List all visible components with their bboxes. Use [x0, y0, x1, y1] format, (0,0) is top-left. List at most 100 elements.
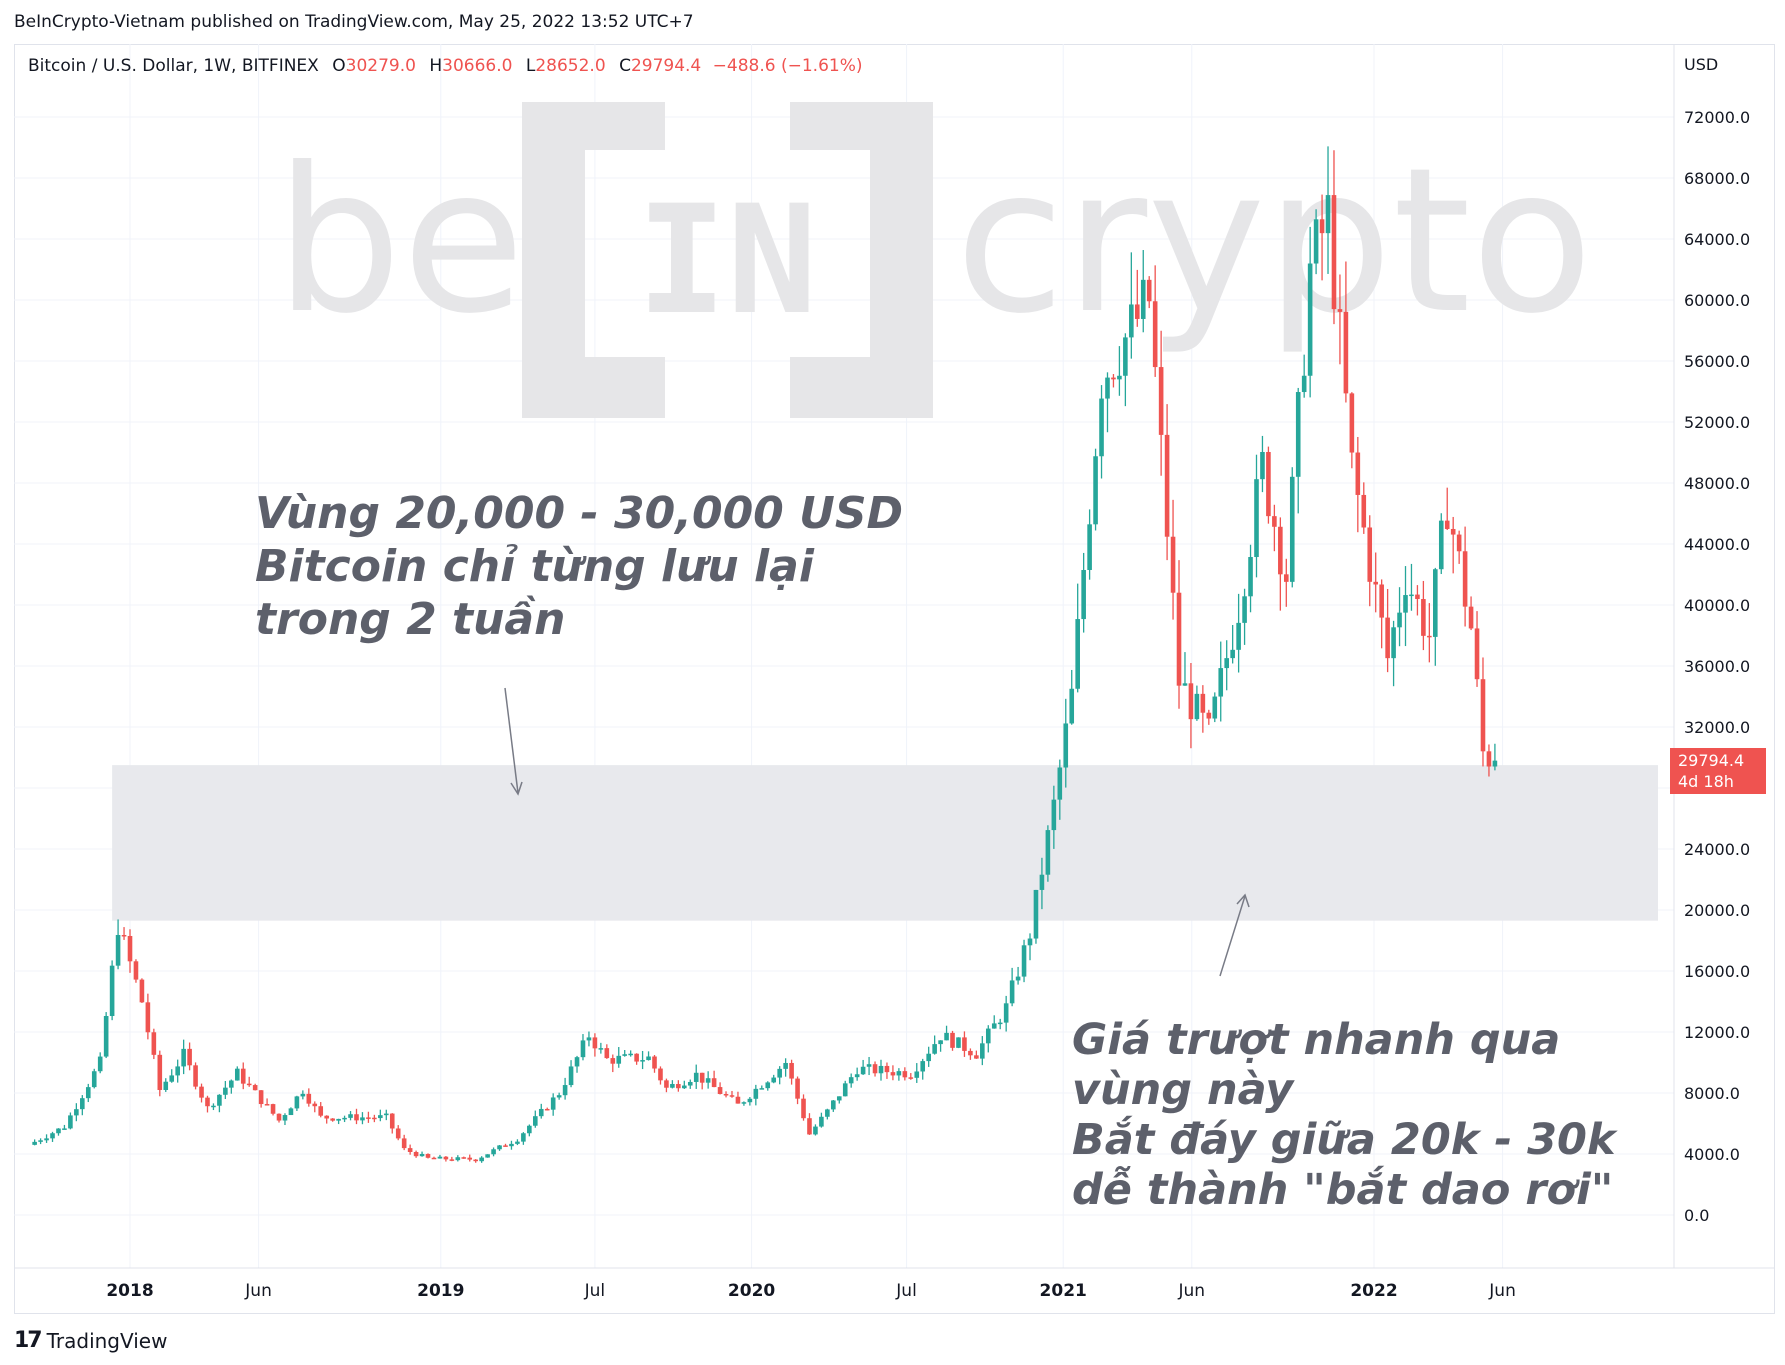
candle-body: [610, 1058, 616, 1064]
candle-body: [1474, 628, 1480, 680]
candle-body: [1337, 309, 1343, 312]
annotation-line: vùng này: [1072, 1065, 1294, 1115]
candle-body: [300, 1093, 306, 1097]
candle-body: [825, 1109, 830, 1117]
candle-body: [562, 1085, 568, 1096]
candle-body: [622, 1054, 628, 1056]
candle-body: [1182, 683, 1188, 686]
candle-body: [85, 1087, 91, 1099]
candle-body: [455, 1157, 461, 1161]
candle-body: [1152, 301, 1158, 368]
candle-body: [223, 1087, 228, 1095]
candle-body: [1349, 393, 1355, 453]
candle-body: [372, 1117, 377, 1120]
candle-body: [449, 1159, 455, 1161]
footer-brand[interactable]: 17 TradingView: [14, 1328, 167, 1353]
candle-body: [1003, 1003, 1009, 1023]
candle-body: [497, 1145, 502, 1150]
candle-body: [586, 1037, 592, 1041]
candle-body: [765, 1082, 771, 1089]
candle-body: [395, 1128, 401, 1139]
candle-body: [1278, 526, 1283, 575]
candle-body: [211, 1105, 216, 1108]
watermark-text: crypto: [955, 125, 1593, 358]
candle-body: [1325, 195, 1331, 234]
candle-body: [312, 1103, 318, 1107]
candle-body: [1194, 693, 1200, 720]
annotation-line: Bitcoin chỉ từng lưu lại: [255, 540, 814, 592]
candle-body: [1015, 976, 1021, 981]
candle-body: [628, 1053, 633, 1056]
candle-body: [503, 1145, 508, 1147]
tradingview-brand-text: TradingView: [46, 1328, 168, 1353]
candle-body: [240, 1068, 246, 1084]
candle-body: [968, 1050, 973, 1056]
candle-body: [515, 1141, 520, 1144]
candle-body: [109, 965, 115, 1017]
x-tick-label: Jun: [244, 1281, 272, 1301]
low-label: L: [525, 56, 536, 76]
x-tick-label: 2021: [1040, 1281, 1087, 1301]
candle-body: [378, 1115, 383, 1119]
price-axis-title: USD: [1684, 55, 1718, 74]
candle-body: [795, 1078, 800, 1099]
candle-body: [747, 1098, 753, 1103]
candle-body: [1123, 337, 1128, 376]
annotation-top-left: Vùng 20,000 - 30,000 USD Bitcoin chỉ từn…: [255, 488, 903, 646]
candle-body: [1021, 945, 1027, 977]
candle-body: [62, 1128, 67, 1130]
candle-body: [1069, 688, 1075, 724]
candle-body: [801, 1098, 806, 1119]
candle-body: [932, 1044, 937, 1054]
y-tick-label: 24000.0: [1684, 840, 1750, 859]
candle-body: [1230, 649, 1235, 659]
candle-body: [199, 1086, 204, 1098]
candle-body: [1087, 524, 1092, 570]
candle-body: [604, 1048, 610, 1059]
candle-body: [1403, 595, 1408, 613]
candle-body: [1468, 606, 1474, 629]
arrow-head: [510, 781, 523, 796]
candle-body: [1313, 219, 1319, 264]
candle-body: [634, 1053, 639, 1062]
candle-body: [872, 1064, 878, 1074]
candle-body: [682, 1085, 687, 1089]
candle-body: [1045, 830, 1051, 875]
y-tick-label: 16000.0: [1684, 962, 1750, 981]
y-tick-label: 52000.0: [1684, 413, 1750, 432]
chart-frame[interactable]: [14, 44, 1775, 1314]
candle-body: [538, 1108, 544, 1117]
candle-body: [1009, 980, 1015, 1004]
candle-body: [336, 1118, 341, 1121]
candle-body: [1260, 451, 1265, 480]
annotation-line: dễ thành "bắt dao rơi": [1072, 1165, 1614, 1215]
candle-body: [1480, 679, 1486, 752]
candle-body: [920, 1061, 926, 1072]
candle-body: [985, 1028, 991, 1044]
symbol-legend[interactable]: Bitcoin / U.S. Dollar, 1W, BITFINEX O302…: [28, 56, 863, 76]
candle-body: [366, 1117, 371, 1119]
x-tick-label: Jun: [1488, 1281, 1516, 1301]
candle-body: [676, 1084, 681, 1089]
candle-body: [1295, 392, 1301, 477]
candle-body: [568, 1066, 574, 1086]
candle-body: [1361, 494, 1367, 528]
candle-body: [1385, 617, 1390, 659]
candle-body: [1415, 594, 1420, 600]
annotation-line: Bắt đáy giữa 20k - 30k: [1072, 1115, 1616, 1165]
y-tick-label: 0.0: [1684, 1206, 1709, 1225]
candle-body: [1218, 668, 1224, 697]
candle-body: [848, 1077, 854, 1084]
x-tick-label: 2019: [417, 1281, 464, 1301]
candle-body: [264, 1104, 270, 1106]
candle-body: [759, 1088, 765, 1090]
candle-body: [443, 1156, 449, 1160]
candle-body: [431, 1157, 437, 1160]
candle-body: [866, 1064, 872, 1067]
candle-body: [288, 1108, 294, 1116]
candle-body: [80, 1098, 85, 1110]
candle-body: [1111, 377, 1116, 380]
candle-body: [819, 1116, 824, 1127]
candle-body: [1373, 581, 1379, 585]
